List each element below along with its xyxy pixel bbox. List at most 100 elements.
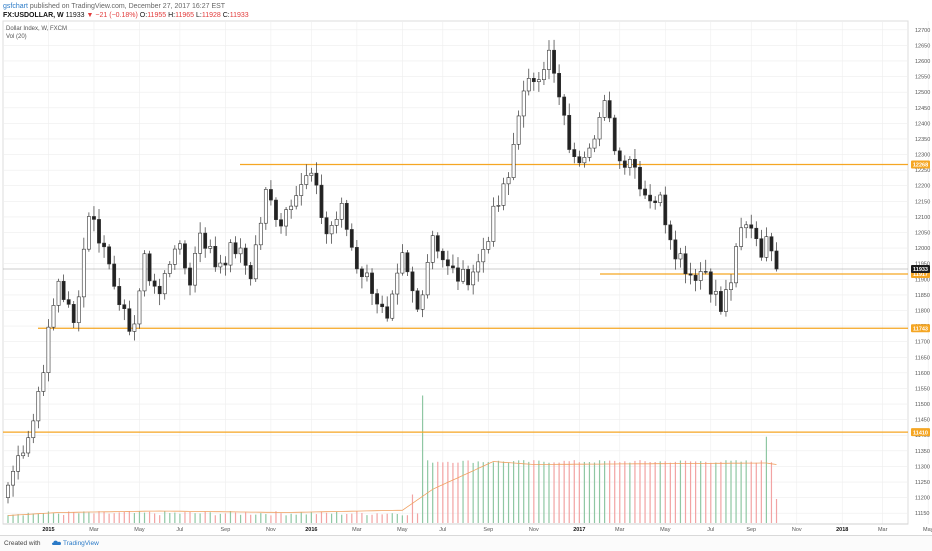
volume-bar (174, 512, 176, 523)
volume-bar (538, 460, 540, 523)
candle-down (243, 247, 248, 266)
candle-down (354, 247, 359, 270)
candle-up (218, 262, 223, 268)
footer: Created with TradingView (0, 535, 932, 551)
candle-down (673, 239, 678, 260)
candle-up (193, 253, 197, 286)
price-tick-label: 11500 (915, 402, 930, 408)
volume-bar (775, 499, 778, 523)
candle-up (137, 290, 142, 325)
candle-down (643, 188, 647, 196)
candle-up (86, 216, 91, 250)
volume-bar (492, 462, 494, 523)
volume-bar (705, 461, 707, 523)
volume-bar (204, 511, 206, 523)
volume-bar (437, 461, 439, 523)
volume-bar (189, 511, 191, 523)
volume-bar (133, 513, 135, 523)
candle-down (622, 160, 627, 168)
volume-bar (366, 515, 368, 523)
time-tick-label: Jul (707, 527, 714, 533)
volume-bar (154, 513, 156, 523)
time-tick-label: Jul (176, 527, 183, 533)
candle-up (208, 246, 213, 249)
volume-bar (457, 462, 459, 523)
plot-area[interactable] (2, 20, 909, 525)
candle-up (724, 289, 728, 312)
symbol-label[interactable]: FX:USDOLLAR, W (3, 12, 64, 19)
price-axis[interactable]: 11150 11200 11250 11300 11350 11400 11450 11500… (915, 28, 930, 517)
volume-bar (502, 461, 505, 523)
price-chart[interactable]: 11150 11200 11250 11300 11350 11400 11450 11500… (0, 0, 932, 535)
volume-bar (411, 494, 414, 523)
volume-bar (108, 513, 110, 523)
volume-bar (148, 511, 151, 523)
volume-bar (315, 514, 318, 523)
volume-legend[interactable]: Vol (20) (6, 34, 27, 40)
candle-down (445, 259, 450, 267)
candle-down (769, 236, 774, 252)
volume-bar (664, 461, 666, 523)
volume-bar (371, 514, 373, 523)
candle-down (703, 271, 708, 273)
price-tick-label: 12050 (915, 231, 930, 237)
volume-bar (720, 461, 722, 523)
candle-down (380, 303, 385, 308)
volume-bar (98, 511, 100, 523)
chart-legend: Dollar Index, W, FXCM Vol (20) (6, 25, 67, 41)
candle-down (638, 166, 642, 190)
volume-bar (442, 462, 444, 523)
candle-down (92, 216, 96, 220)
volume-bar (341, 514, 343, 523)
volume-bar (391, 513, 393, 523)
candle-up (26, 437, 31, 454)
volume-bar (32, 513, 34, 523)
volume-bar (300, 512, 302, 523)
publish-info: gsfchart published on TradingView.com, D… (3, 2, 225, 11)
cloud-logo-icon (52, 540, 61, 545)
price-tick-label: 12400 (915, 121, 930, 127)
volume-bar (568, 461, 570, 523)
volume-bar (427, 460, 429, 523)
candle-up (329, 225, 334, 235)
volume-bar (93, 513, 95, 523)
volume-bar (614, 460, 616, 523)
candle-up (31, 420, 36, 439)
candle-down (213, 246, 218, 268)
last-price-label: 11933 (913, 267, 928, 273)
candle-down (375, 293, 379, 305)
level-price-label: 11743 (913, 326, 928, 332)
volume-bar (47, 511, 50, 523)
open-value: 11955 (147, 12, 167, 19)
publisher-link[interactable]: gsfchart (3, 3, 28, 10)
time-axis[interactable]: 2015 Mar May Jul Sep Nov 2016 Mar May Jul Sep Nov 20… (3, 523, 932, 533)
candle-down (147, 253, 152, 282)
volume-bar (674, 461, 676, 523)
volume-bar (604, 461, 606, 523)
tradingview-link[interactable]: TradingView (52, 536, 99, 551)
price-tick-label: 12350 (915, 137, 930, 143)
volume-bar (563, 460, 565, 523)
volume-bar (624, 461, 626, 523)
candle-down (71, 304, 76, 323)
time-tick-label: Mar (352, 527, 362, 533)
volume-bar (730, 460, 732, 523)
candle-up (430, 235, 435, 263)
candle-down (188, 267, 192, 286)
open-label: O: (139, 12, 148, 19)
level-price-label: 11410 (913, 430, 928, 436)
instrument-legend[interactable]: Dollar Index, W, FXCM (6, 26, 68, 32)
volume-bar (598, 460, 601, 523)
volume-bar (239, 514, 242, 523)
horizontal-levels[interactable] (3, 163, 908, 433)
candle-up (51, 305, 56, 328)
volume-bar (159, 515, 161, 523)
candle-up (764, 236, 769, 258)
price-labels: 12268 11917 11743 11410 11933 (911, 160, 930, 436)
volume-bar (416, 513, 419, 523)
volume-bar (255, 514, 257, 523)
volume-bar (639, 460, 641, 523)
volume-bar (113, 513, 115, 523)
candle-up (658, 194, 663, 203)
candle-down (531, 78, 536, 83)
